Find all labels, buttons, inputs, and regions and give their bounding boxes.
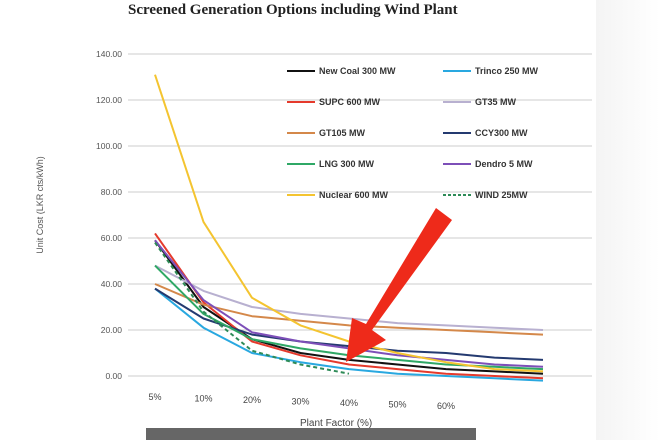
legend-item: Nuclear 600 MW: [319, 190, 389, 200]
y-tick-label: 80.00: [101, 187, 123, 197]
x-tick-label: 50%: [388, 400, 406, 410]
y-tick-label: 60.00: [101, 233, 123, 243]
y-tick-label: 40.00: [101, 279, 123, 289]
y-axis-label: Unit Cost (LKR cts/kWh): [35, 156, 45, 254]
legend-item: WIND 25MW: [475, 190, 528, 200]
legend-item: CCY300 MW: [475, 128, 528, 138]
y-tick-label: 140.00: [96, 49, 122, 59]
legend-item: Dendro 5 MW: [475, 159, 533, 169]
series-line: [154, 232, 544, 380]
legend-item: New Coal 300 MW: [319, 66, 396, 76]
series-line: [154, 283, 544, 336]
legend-item: SUPC 600 MW: [319, 97, 381, 107]
x-tick-label: 60%: [437, 401, 455, 411]
legend-item: GT35 MW: [475, 97, 517, 107]
x-tick-label: 40%: [340, 398, 358, 408]
y-tick-label: 0.00: [105, 371, 122, 381]
background-shade: [596, 0, 660, 440]
x-tick-label: 30%: [291, 397, 309, 407]
y-tick-label: 100.00: [96, 141, 122, 151]
x-axis-label: Plant Factor (%): [300, 418, 373, 429]
series-line: [154, 242, 350, 375]
legend-item: GT105 MW: [319, 128, 366, 138]
x-tick-label: 20%: [243, 395, 261, 405]
y-tick-label: 20.00: [101, 325, 123, 335]
bottom-bar: [146, 428, 476, 440]
x-tick-label: 10%: [194, 394, 212, 404]
y-tick-label: 120.00: [96, 95, 122, 105]
red-arrow-annotation: [346, 208, 452, 362]
legend-item: LNG 300 MW: [319, 159, 375, 169]
series-line: [154, 287, 544, 382]
x-tick-label: 5%: [148, 392, 161, 402]
series-line: [154, 264, 544, 331]
chart-title: Screened Generation Options including Wi…: [128, 2, 458, 18]
legend-item: Trinco 250 MW: [475, 66, 539, 76]
